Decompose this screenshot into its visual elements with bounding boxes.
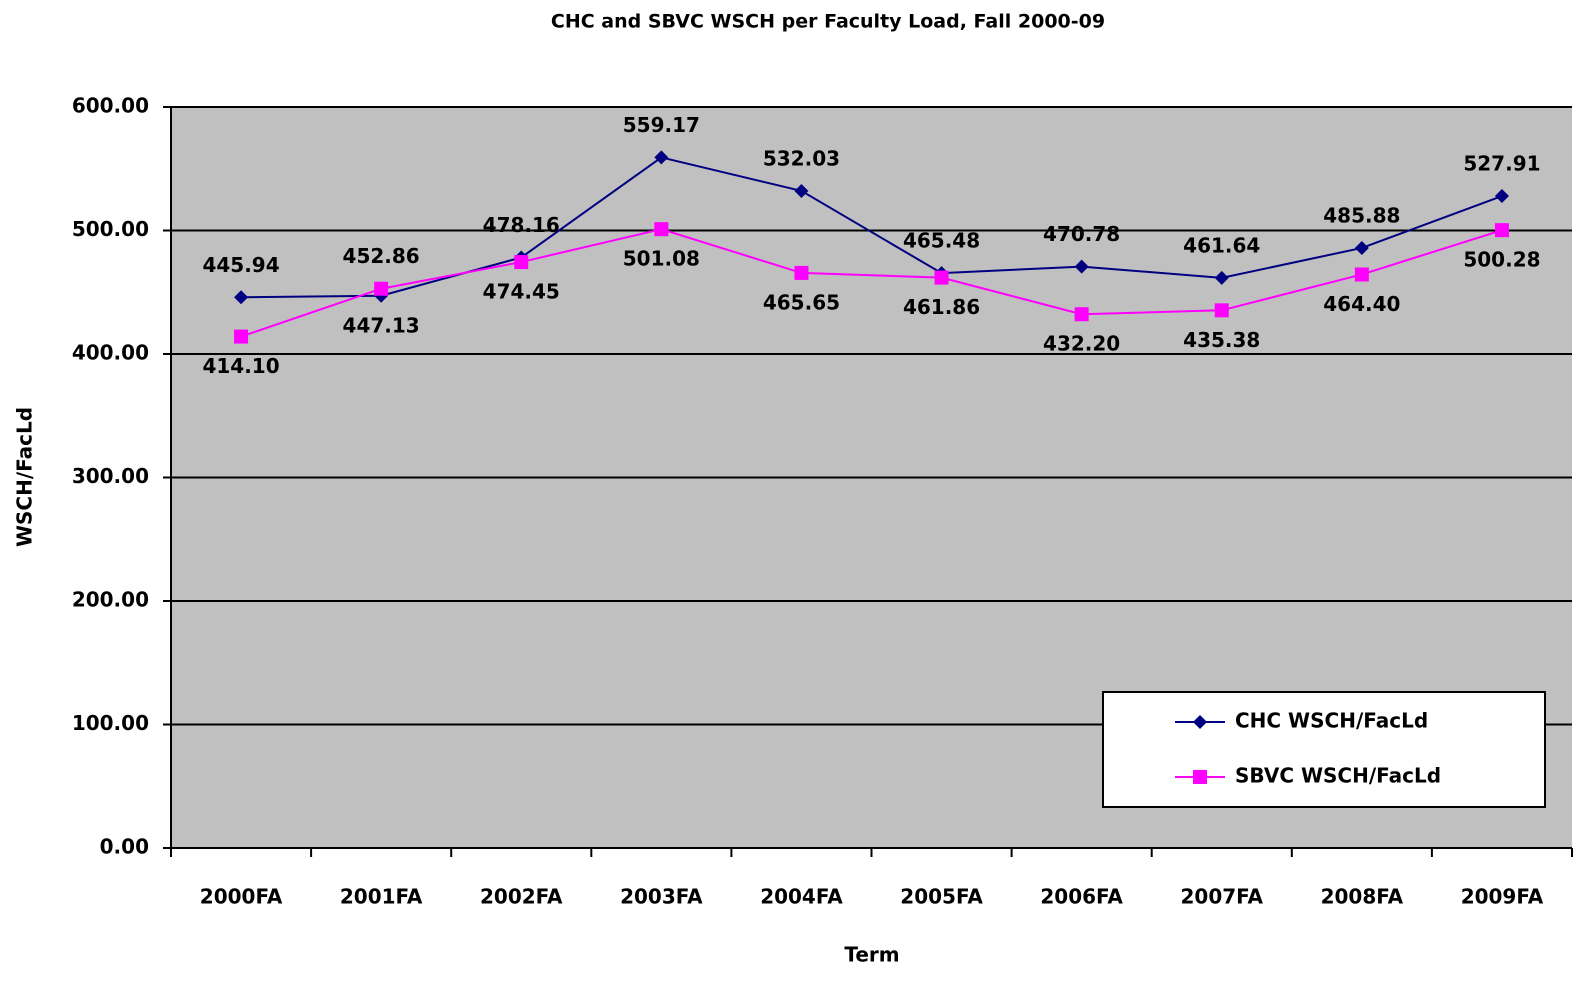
data-label: 470.78 bbox=[1043, 222, 1120, 246]
data-point bbox=[1214, 303, 1229, 318]
data-label: 445.94 bbox=[202, 253, 279, 277]
y-tick-label: 0.00 bbox=[100, 835, 149, 859]
y-tick-label: 600.00 bbox=[72, 94, 149, 118]
data-label: 452.86 bbox=[343, 244, 420, 268]
data-point bbox=[1494, 189, 1509, 204]
x-tick-label: 2002FA bbox=[480, 885, 563, 909]
data-point bbox=[794, 183, 809, 198]
data-label: 461.64 bbox=[1183, 233, 1260, 257]
data-label: 432.20 bbox=[1043, 332, 1120, 356]
data-label: 500.28 bbox=[1463, 248, 1540, 272]
data-point bbox=[1354, 240, 1369, 255]
data-point bbox=[234, 290, 249, 305]
data-label: 485.88 bbox=[1323, 203, 1400, 227]
y-tick-label: 100.00 bbox=[72, 711, 149, 735]
series-line bbox=[241, 156, 1503, 299]
y-axis-label: WSCH/FacLd bbox=[13, 407, 37, 547]
data-point bbox=[794, 265, 809, 280]
y-tick-label: 500.00 bbox=[72, 217, 149, 241]
legend-marker bbox=[1193, 715, 1207, 729]
data-point bbox=[1074, 307, 1089, 322]
data-label: 465.65 bbox=[763, 290, 840, 314]
chart-title: CHC and SBVC WSCH per Faculty Load, Fall… bbox=[551, 11, 1105, 33]
x-tick-label: 2000FA bbox=[200, 885, 283, 909]
x-tick-label: 2004FA bbox=[760, 885, 843, 909]
x-tick-label: 2008FA bbox=[1321, 885, 1404, 909]
data-label: 478.16 bbox=[483, 213, 560, 237]
data-label: 559.17 bbox=[623, 113, 700, 137]
legend-box bbox=[1102, 691, 1546, 808]
data-label: 447.13 bbox=[343, 313, 420, 337]
data-point bbox=[654, 222, 669, 237]
x-axis-label: Term bbox=[844, 943, 899, 967]
x-tick-label: 2001FA bbox=[340, 885, 423, 909]
data-point bbox=[934, 270, 949, 285]
data-label: 461.86 bbox=[903, 295, 980, 319]
data-point bbox=[374, 281, 389, 296]
x-tick-label: 2005FA bbox=[900, 885, 983, 909]
y-tick-label: 300.00 bbox=[72, 464, 149, 488]
data-label: 527.91 bbox=[1463, 152, 1540, 176]
legend-label: CHC WSCH/FacLd bbox=[1235, 709, 1428, 733]
x-tick-label: 2006FA bbox=[1040, 885, 1123, 909]
data-label: 532.03 bbox=[763, 146, 840, 170]
data-label: 435.38 bbox=[1183, 328, 1260, 352]
y-tick-label: 200.00 bbox=[72, 588, 149, 612]
y-tick-label: 400.00 bbox=[72, 341, 149, 365]
x-tick-label: 2007FA bbox=[1180, 885, 1263, 909]
data-point bbox=[1214, 270, 1229, 285]
data-point bbox=[654, 150, 669, 165]
data-label: 414.10 bbox=[202, 354, 279, 378]
data-point bbox=[1354, 267, 1369, 282]
legend-label: SBVC WSCH/FacLd bbox=[1235, 764, 1441, 788]
data-label: 474.45 bbox=[483, 280, 560, 304]
data-point bbox=[1074, 259, 1089, 274]
data-label: 465.48 bbox=[903, 229, 980, 253]
data-label: 501.08 bbox=[623, 247, 700, 271]
x-tick-label: 2009FA bbox=[1461, 885, 1544, 909]
data-point bbox=[1494, 223, 1509, 238]
data-point bbox=[514, 255, 529, 270]
data-label: 464.40 bbox=[1323, 292, 1400, 316]
series-line bbox=[240, 228, 1503, 338]
x-tick-label: 2003FA bbox=[620, 885, 703, 909]
data-point bbox=[234, 329, 249, 344]
legend-marker bbox=[1193, 770, 1207, 784]
